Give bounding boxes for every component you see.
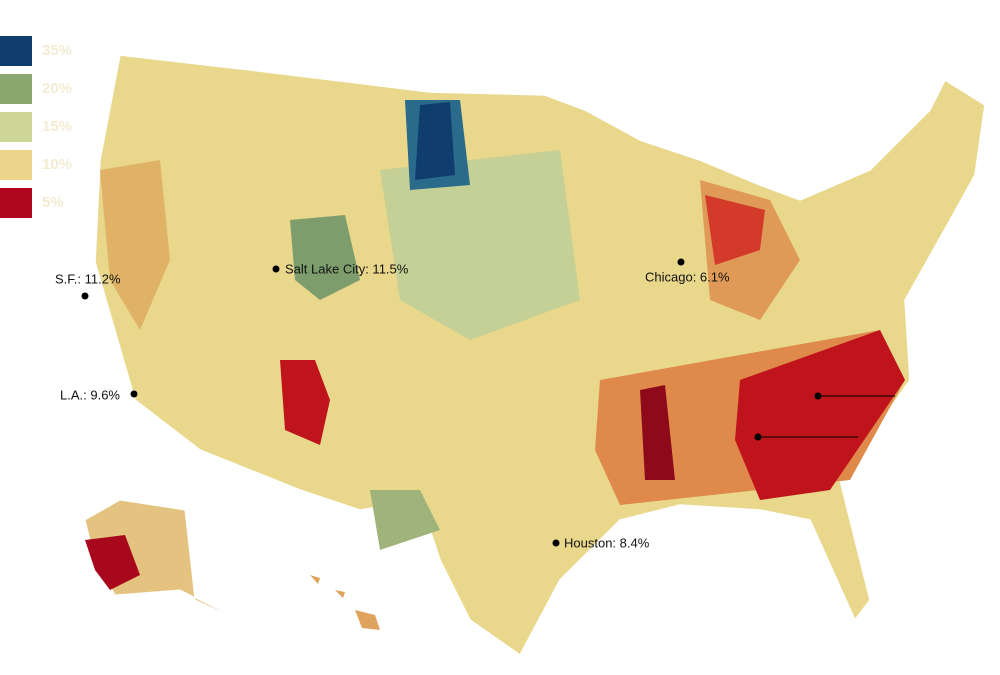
alaska-red xyxy=(85,535,140,590)
legend-swatch xyxy=(0,74,32,104)
city-dot xyxy=(272,265,280,273)
legend-swatch xyxy=(0,150,32,180)
region-green-utah xyxy=(290,215,360,300)
region-darkred-delta xyxy=(640,385,675,480)
map-shapes xyxy=(84,54,986,657)
region-green-plains xyxy=(380,150,580,340)
hawaii xyxy=(310,575,380,630)
legend-label: 20% xyxy=(42,80,72,97)
legend-swatch xyxy=(0,188,32,218)
city-label: Salt Lake City: 11.5% xyxy=(285,261,409,276)
legend-swatch xyxy=(0,36,32,66)
region-red-nm xyxy=(280,360,330,445)
city-label: S.F.: 11.2% xyxy=(55,271,121,286)
legend: 35% 20% 15% 10% 5% xyxy=(0,36,72,218)
city-dot xyxy=(81,292,89,300)
legend-label: 5% xyxy=(42,194,64,211)
region-red-southeast xyxy=(735,330,905,500)
legend-label: 10% xyxy=(42,156,72,173)
city-label: Chicago: 6.1% xyxy=(645,269,730,284)
city-dot xyxy=(552,539,560,547)
city-label: Houston: 8.4% xyxy=(564,535,650,550)
legend-label: 15% xyxy=(42,118,72,135)
region-blue-dark xyxy=(415,102,455,180)
city-dot xyxy=(677,258,685,266)
region-red-michigan xyxy=(705,195,765,265)
region-green-texas xyxy=(370,490,440,550)
city-markers: S.F.: 11.2% Salt Lake City: 11.5% Chicag… xyxy=(55,258,895,550)
legend-label: 35% xyxy=(42,42,72,59)
city-label: L.A.: 9.6% xyxy=(60,387,120,402)
region-orange-west xyxy=(100,160,170,330)
legend-swatch xyxy=(0,112,32,142)
city-dot xyxy=(130,390,138,398)
